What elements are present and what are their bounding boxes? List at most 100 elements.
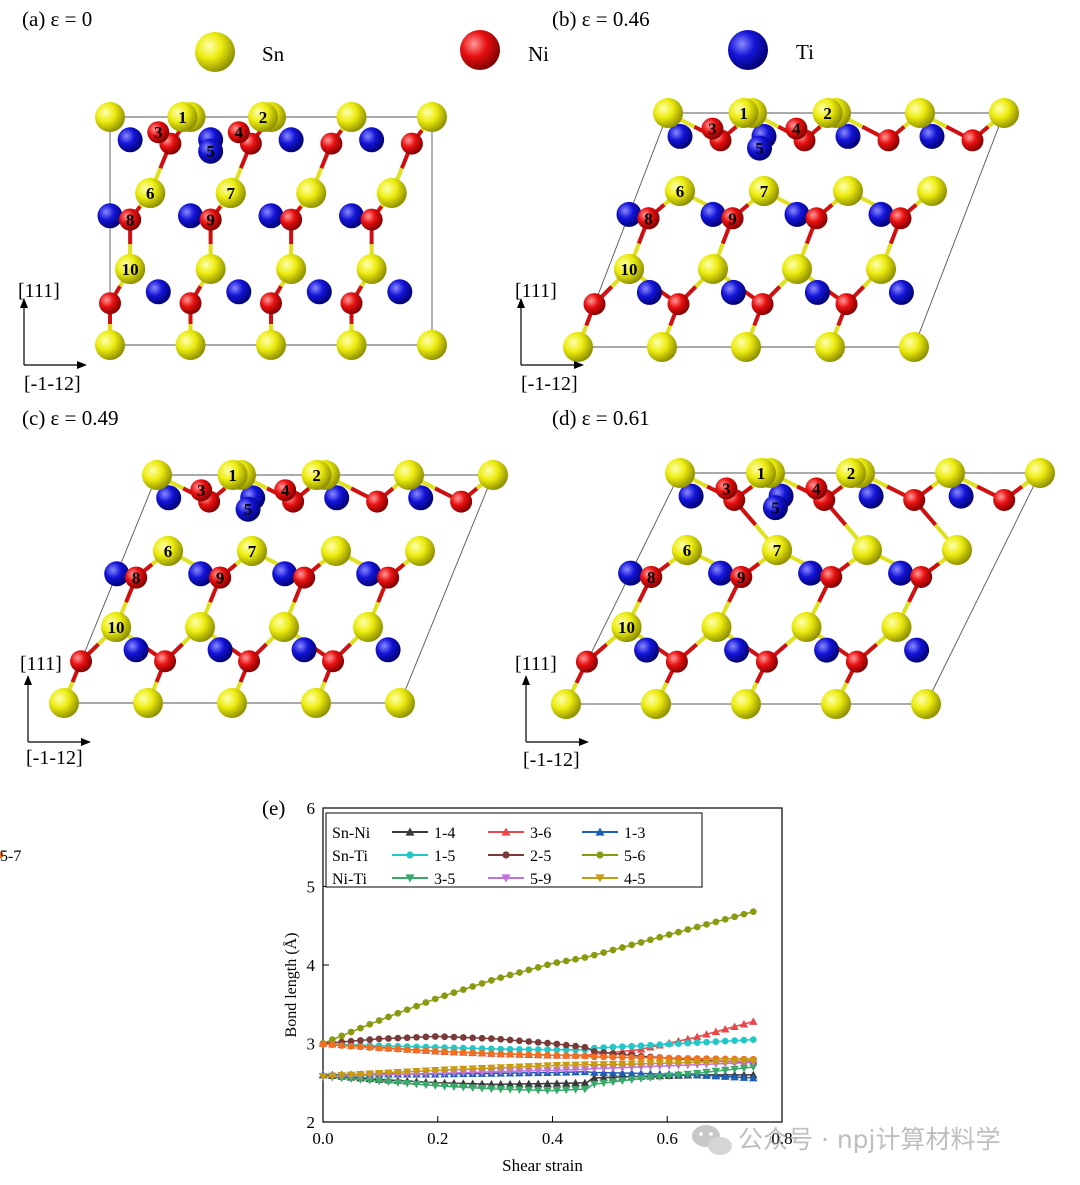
sn-atom	[175, 330, 206, 360]
data-point	[608, 1068, 618, 1077]
data-point	[0, 851, 4, 859]
labelled-sn-atom	[746, 458, 776, 488]
sn-atom	[551, 689, 581, 719]
ni-atom	[154, 650, 177, 673]
atom-number-label: 3	[197, 481, 206, 500]
data-point	[618, 1043, 626, 1051]
ni-atom	[99, 292, 121, 315]
data-point	[580, 1061, 590, 1069]
atom-number-label: 8	[132, 569, 141, 588]
data-point	[487, 1068, 496, 1077]
data-point	[711, 1058, 721, 1066]
data-point	[543, 1079, 552, 1087]
labelled-sn-atom	[115, 254, 146, 284]
data-point	[590, 1065, 599, 1073]
data-point	[553, 1046, 561, 1054]
data-point	[646, 1060, 655, 1068]
structure-panel-b: 1 2 3 4 5 6 7 8 9 10	[563, 98, 1019, 362]
data-point	[357, 1037, 364, 1044]
ti-legend-label: Ti	[796, 40, 814, 64]
sn-atom	[417, 102, 447, 132]
labelled-sn-atom	[135, 178, 166, 208]
sn-atom	[935, 458, 965, 488]
data-point	[469, 1049, 477, 1057]
axis-111-label-a: [111]	[18, 280, 60, 302]
data-point	[534, 963, 542, 971]
ni-atom	[340, 292, 363, 315]
ni-atom	[755, 650, 778, 673]
data-point	[731, 1037, 738, 1044]
data-point	[627, 1060, 636, 1069]
data-point	[553, 1052, 561, 1059]
data-point	[515, 1079, 524, 1088]
labelled-ni-atom	[125, 566, 148, 589]
data-point	[496, 1068, 505, 1076]
data-point	[365, 1076, 374, 1085]
data-point	[497, 974, 505, 981]
data-point	[571, 1061, 580, 1070]
atom-number-label: 4	[812, 479, 821, 498]
data-point	[664, 1072, 674, 1081]
data-point	[506, 1045, 514, 1053]
data-point	[421, 1081, 431, 1090]
sn-atom	[791, 612, 822, 642]
data-point	[431, 995, 439, 1003]
data-point	[655, 1073, 664, 1081]
data-point	[505, 1067, 515, 1076]
ni-atom	[260, 292, 282, 315]
data-point	[393, 1079, 403, 1087]
data-point	[366, 1044, 374, 1051]
data-point	[683, 1059, 693, 1067]
axis-111-label-b: [111]	[515, 280, 557, 302]
ni-atom	[377, 566, 400, 589]
ti-atom	[814, 637, 840, 663]
data-point	[692, 1069, 702, 1078]
data-point	[627, 1076, 636, 1084]
data-point	[347, 1028, 355, 1036]
sn-atom	[385, 688, 415, 718]
ti-atom	[156, 485, 182, 511]
data-point	[721, 1037, 729, 1045]
labelled-sn-atom	[672, 535, 702, 565]
data-point	[533, 1062, 543, 1071]
data-point	[544, 1051, 551, 1059]
sn-atom	[133, 688, 163, 718]
ni-atom	[910, 565, 933, 588]
atom-number-label: 9	[728, 209, 737, 228]
data-point	[516, 1037, 523, 1045]
data-point	[627, 1046, 636, 1054]
sn-legend-label: Sn	[262, 42, 285, 66]
sn-atom	[833, 176, 863, 206]
data-point	[450, 1033, 458, 1041]
data-point	[703, 921, 710, 928]
ti-atom	[272, 561, 298, 587]
data-point	[637, 1042, 645, 1050]
axis-112-label-d: [-1-12]	[523, 749, 580, 771]
atom-number-label: 9	[206, 211, 215, 230]
sn-atom	[336, 330, 367, 360]
ti-atom	[188, 561, 214, 587]
data-point	[402, 1080, 412, 1088]
ti-atom	[359, 127, 385, 153]
legend-group-label: Sn-Ti	[332, 848, 368, 865]
data-point	[590, 1053, 598, 1061]
legend-entry-label: 5-9	[530, 871, 551, 888]
labelled-ti-atom	[235, 496, 261, 522]
data-point	[385, 1013, 392, 1021]
ti-atom	[868, 201, 894, 227]
ti-atom	[306, 279, 332, 305]
data-point	[609, 1053, 617, 1061]
data-point	[365, 1070, 374, 1079]
data-point	[571, 1066, 580, 1074]
direction-axes-d: [111] [-1-12]	[515, 653, 589, 771]
ni-atom	[903, 488, 926, 511]
series-5-6	[319, 908, 757, 1047]
ti-atom	[278, 127, 304, 153]
data-point	[552, 1062, 562, 1070]
data-point	[730, 1072, 739, 1081]
data-point	[581, 1052, 589, 1060]
data-point	[384, 1069, 393, 1078]
data-point	[595, 874, 605, 883]
atom-number-label: 3	[708, 120, 717, 139]
